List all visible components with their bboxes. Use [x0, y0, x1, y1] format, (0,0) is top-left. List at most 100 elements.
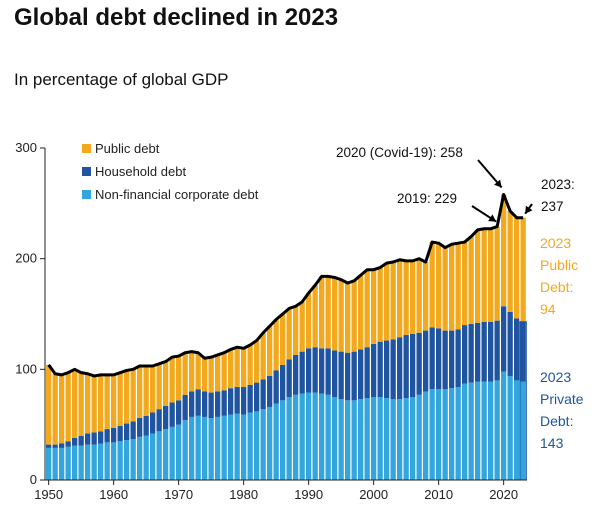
bar-public-1962	[124, 370, 130, 424]
bar-household-1988	[293, 354, 299, 395]
bar-household-1971	[182, 394, 188, 421]
bar-public-1955	[78, 372, 84, 436]
bar-household-1963	[130, 421, 136, 440]
bar-corporate-2005	[403, 398, 409, 480]
bar-household-1974	[202, 391, 208, 417]
x-tick-label-2000: 2000	[359, 487, 388, 502]
bar-public-2018	[488, 228, 494, 322]
bar-corporate-1967	[156, 431, 162, 480]
bar-household-1962	[124, 423, 130, 441]
bar-household-2022	[514, 318, 520, 381]
bar-household-1991	[312, 347, 318, 393]
bar-corporate-1987	[286, 397, 292, 480]
bar-household-1960	[111, 427, 117, 443]
bar-public-2014	[462, 242, 468, 326]
bar-household-1961	[117, 425, 123, 442]
bar-public-1978	[228, 349, 234, 389]
bar-public-2009	[429, 242, 435, 328]
bar-public-1984	[267, 326, 273, 376]
bar-public-1953	[65, 372, 71, 442]
bar-corporate-2020	[501, 371, 507, 480]
x-tick-label-1950: 1950	[34, 487, 63, 502]
bar-household-2009	[429, 327, 435, 390]
bar-corporate-2018	[488, 381, 494, 480]
bar-public-1967	[156, 363, 162, 410]
bar-corporate-1976	[215, 416, 221, 480]
bar-household-1968	[163, 405, 169, 430]
bar-corporate-2019	[494, 380, 500, 480]
bar-household-1958	[98, 431, 104, 444]
bar-household-2008	[423, 330, 429, 392]
bar-household-2007	[416, 332, 422, 395]
axes-group: 0 100 200 300 1950 1960 1970 1980 1990 2000 2010 20…	[15, 140, 527, 502]
bar-corporate-1963	[130, 439, 136, 480]
bar-household-2023	[520, 321, 526, 382]
bar-corporate-1969	[169, 426, 175, 480]
annotation-2023-line1: 2023:	[541, 177, 575, 192]
bar-corporate-1978	[228, 414, 234, 480]
bar-public-1975	[208, 357, 214, 393]
public-label-value: 94	[540, 301, 556, 317]
bar-corporate-2003	[390, 399, 396, 480]
bar-public-1959	[104, 374, 110, 430]
legend-swatch-household	[82, 167, 91, 176]
public-label-line3: Debt:	[540, 279, 573, 295]
bar-household-1993	[325, 348, 331, 395]
bar-corporate-1984	[267, 406, 273, 480]
bar-household-1983	[260, 379, 266, 410]
bar-public-1988	[293, 306, 299, 355]
bar-public-1982	[254, 340, 260, 383]
annotations: 2020 (Covid-19): 258 2019: 229 2023: 237	[336, 145, 575, 223]
chart-subtitle: In percentage of global GDP	[14, 70, 229, 89]
bar-corporate-1982	[254, 411, 260, 480]
x-tick-label-1960: 1960	[99, 487, 128, 502]
bar-public-2001	[377, 267, 383, 342]
bar-public-2007	[416, 258, 422, 333]
bar-public-2005	[403, 260, 409, 336]
x-tick-label-2020: 2020	[489, 487, 518, 502]
bar-corporate-2002	[384, 398, 390, 480]
y-tick-label-300: 300	[15, 140, 37, 155]
bar-corporate-2022	[514, 380, 520, 480]
bar-public-1961	[117, 372, 123, 426]
bar-public-1993	[325, 276, 331, 349]
bar-corporate-1985	[273, 403, 279, 480]
bar-household-1987	[286, 359, 292, 397]
bar-household-1976	[215, 391, 221, 417]
bar-household-1984	[267, 375, 273, 407]
bar-household-1992	[319, 348, 325, 394]
bar-corporate-2023	[520, 381, 526, 480]
legend-label-household: Household debt	[95, 164, 186, 179]
bar-public-1977	[221, 352, 227, 391]
bar-corporate-1968	[163, 429, 169, 480]
bar-public-1968	[163, 361, 169, 406]
bar-household-1985	[273, 370, 279, 404]
bar-corporate-2010	[436, 389, 442, 480]
annotation-2020: 2020 (Covid-19): 258	[336, 145, 463, 160]
bar-corporate-2007	[416, 394, 422, 480]
bar-household-1959	[104, 429, 110, 443]
legend: Public debt Household debt Non-financial…	[82, 141, 259, 202]
bar-household-1951	[52, 444, 58, 448]
bar-corporate-1974	[202, 416, 208, 480]
bar-corporate-2013	[455, 387, 461, 480]
bar-public-1966	[150, 366, 156, 413]
bar-corporate-1960	[111, 442, 117, 480]
bar-public-1951	[52, 373, 58, 445]
bar-corporate-2012	[449, 388, 455, 480]
bar-household-1986	[280, 364, 286, 401]
bar-household-1970	[176, 400, 182, 425]
bar-public-2022	[514, 217, 520, 319]
bar-public-2015	[468, 236, 474, 324]
bar-public-1956	[85, 373, 91, 434]
bar-household-1999	[364, 347, 370, 399]
bar-household-1967	[156, 409, 162, 432]
bar-household-2015	[468, 323, 474, 383]
bar-household-1977	[221, 390, 227, 416]
bar-household-1965	[143, 415, 149, 436]
bar-household-2019	[494, 320, 500, 381]
bar-public-1976	[215, 354, 221, 392]
bar-public-2008	[423, 261, 429, 331]
bar-household-2013	[455, 329, 461, 388]
